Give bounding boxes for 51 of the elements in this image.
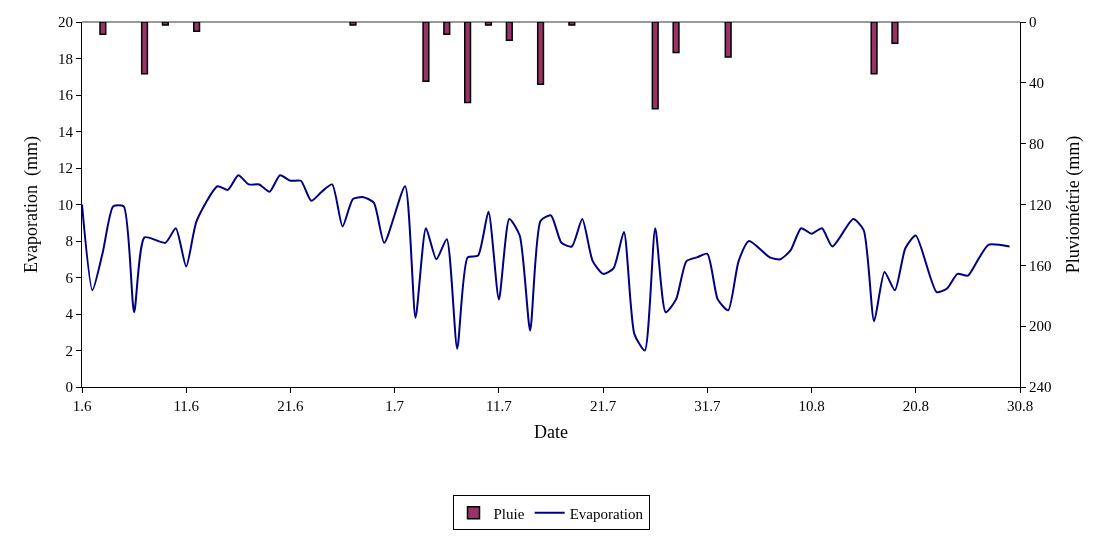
bar: [505, 22, 513, 41]
bar: [349, 22, 357, 26]
y-tick-label: 0: [65, 379, 73, 396]
y-tick-label: 20: [58, 14, 73, 31]
bar: [568, 22, 576, 26]
legend-label: Evaporation: [569, 505, 644, 522]
bar: [161, 22, 169, 26]
y2-tick-label: 200: [1029, 318, 1052, 335]
y2-tick-label: 40: [1029, 75, 1044, 92]
y2-tick-label: 240: [1029, 379, 1052, 396]
bar: [724, 22, 732, 58]
x-tick-label: 11.6: [173, 398, 200, 414]
x-tick-label: 31.7: [694, 398, 721, 414]
bar: [891, 22, 899, 45]
x-tick-label: 1.6: [72, 398, 92, 414]
x-axis-title: Date: [534, 422, 568, 443]
x-tick-label: 21.6: [277, 398, 305, 414]
bar: [651, 22, 659, 110]
y-tick-label: 18: [58, 50, 73, 67]
x-tick-label: 10.8: [798, 398, 825, 414]
y-tick-label: 16: [58, 87, 74, 104]
y2-tick-label: 120: [1029, 196, 1052, 213]
bar: [672, 22, 680, 54]
bar: [99, 22, 107, 35]
y-tick-label: 2: [65, 342, 73, 359]
y-tick-label: 14: [58, 123, 74, 140]
y2-axis-title: Pluviométrie (mm): [1062, 135, 1084, 274]
bar: [193, 22, 201, 32]
y-tick-label: 12: [58, 160, 73, 177]
bar: [443, 22, 451, 35]
y-tick-label: 4: [65, 306, 74, 323]
bar: [536, 22, 545, 86]
bar: [484, 22, 493, 26]
y-tick-label: 10: [58, 196, 73, 213]
bar: [422, 22, 430, 83]
y2-tick-label: 80: [1029, 135, 1044, 152]
x-tick-label: 30.8: [1006, 398, 1034, 414]
bar: [870, 22, 878, 75]
x-tick-label: 20.8: [902, 398, 929, 414]
y2-tick-label: 160: [1029, 257, 1052, 274]
line-series: [82, 174, 1011, 352]
y-tick-label: 6: [65, 269, 74, 286]
x-tick-label: 11.7: [486, 398, 513, 414]
y-tick-label: 8: [65, 233, 73, 250]
x-tick-label: 1.7: [385, 398, 405, 414]
bar: [140, 22, 149, 75]
y-axis-title: Evaporation (mm): [21, 136, 43, 273]
bar: [464, 22, 472, 104]
x-tick-label: 21.7: [589, 398, 617, 414]
y2-tick-label: 0: [1029, 14, 1037, 31]
legend-label: Pluie: [493, 505, 525, 522]
